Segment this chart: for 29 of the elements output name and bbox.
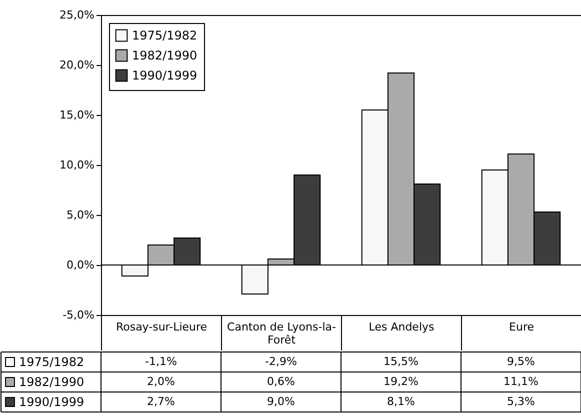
data-label: -1,1%: [145, 355, 177, 368]
y-tick-label: 25,0%: [60, 8, 94, 22]
data-label: 5,3%: [507, 395, 535, 408]
data-label: -2,9%: [265, 355, 297, 368]
data-label: 9,0%: [267, 395, 295, 408]
text: 1975/1982: [19, 355, 84, 369]
y-tick-label: 15,0%: [60, 108, 94, 122]
x-tick-label: Les Andelys: [368, 320, 434, 334]
data-label: 2,7%: [147, 395, 175, 408]
data-label: 15,5%: [384, 355, 418, 368]
legend-label: 1990/1999: [132, 68, 198, 82]
x-tick-label: Canton de Lyons-la-Forêt: [227, 320, 336, 346]
data-label: 8,1%: [387, 395, 415, 408]
text: 1990/1999: [19, 395, 84, 409]
data-label: 11,1%: [504, 375, 538, 388]
data-label: 9,5%: [507, 355, 535, 368]
y-tick-label: 5,0%: [66, 208, 94, 222]
y-tick-label: 0,0%: [66, 258, 94, 272]
text: 1982/1990: [19, 375, 84, 389]
data-label: 2,0%: [147, 375, 175, 388]
x-tick-label: Rosay-sur-Lieure: [116, 320, 208, 334]
y-tick-label: -5,0%: [62, 308, 94, 322]
x-tick-label: Eure: [509, 320, 534, 334]
data-label: 0,6%: [267, 375, 295, 388]
y-tick-label: 20,0%: [60, 58, 94, 72]
legend-label: 1975/1982: [132, 28, 198, 42]
data-label: 19,2%: [384, 375, 418, 388]
y-tick-label: 10,0%: [60, 158, 94, 172]
legend-label: 1982/1990: [132, 48, 198, 62]
